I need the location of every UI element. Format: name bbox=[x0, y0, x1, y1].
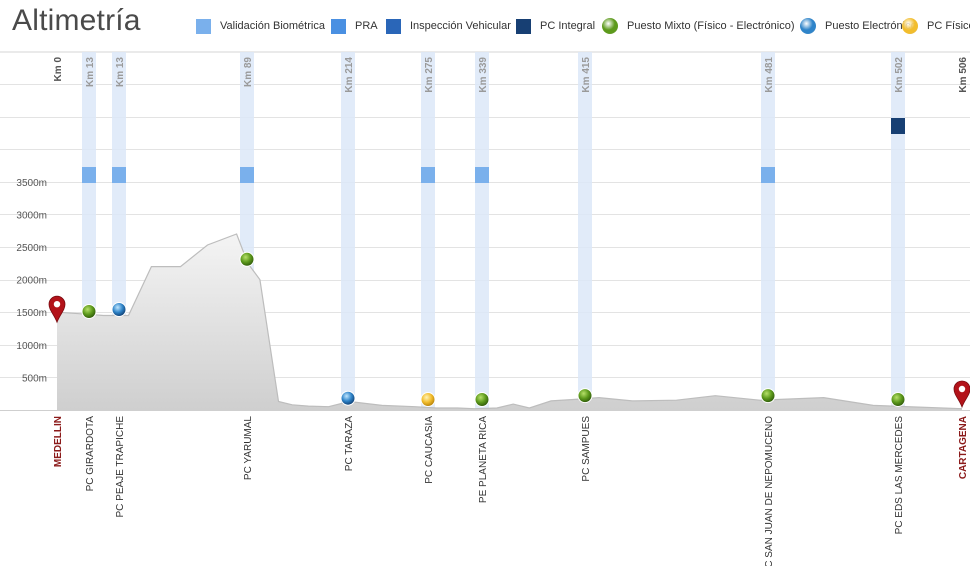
legend-item-validaci-n-biom-trica: Validación Biométrica bbox=[196, 16, 325, 36]
legend-square-icon bbox=[386, 18, 401, 34]
station-name-label: PC YARUMAL bbox=[243, 416, 254, 481]
service-marker-validaci-n-biom-trica bbox=[240, 167, 254, 183]
station-name-label: PC SAN JUAN DE NEPOMUCENO bbox=[764, 416, 775, 566]
pin-hole bbox=[53, 301, 61, 308]
service-marker-validaci-n-biom-trica bbox=[82, 167, 96, 183]
pin-shape bbox=[48, 295, 66, 324]
legend-item-pc-f-sico: PC Físico bbox=[902, 16, 970, 36]
km-label: Km 339 bbox=[478, 57, 489, 93]
station-band bbox=[891, 52, 905, 410]
service-markers bbox=[82, 118, 905, 183]
station-name-label: PC TARAZA bbox=[344, 416, 355, 472]
station-name-label: PC SAMPUES bbox=[581, 416, 592, 482]
y-tick-label: 3500m bbox=[16, 178, 47, 189]
km-label: Km 89 bbox=[243, 57, 254, 87]
station-marker-mixto-icon bbox=[474, 392, 490, 407]
elevation-fill bbox=[57, 234, 962, 410]
station-marker-mixto-icon bbox=[81, 304, 97, 319]
legend-circle-icon bbox=[602, 18, 618, 34]
station-labels: Km 0 MEDELLIN Km 13 PC GIRARDOTA Km 13 PC PEA… bbox=[53, 57, 969, 566]
station-name-label: PC CAUCASIA bbox=[424, 416, 435, 484]
page-title: Altimetría bbox=[12, 4, 141, 37]
station-name-label: PC PEAJE TRAPICHE bbox=[115, 416, 126, 518]
km-label: Km 13 bbox=[85, 57, 96, 87]
km-label: Km 502 bbox=[894, 57, 905, 93]
service-marker-validaci-n-biom-trica bbox=[112, 167, 126, 183]
station-band bbox=[475, 52, 489, 410]
y-tick-label: 1500m bbox=[16, 308, 47, 319]
station-marker-electronico-icon bbox=[340, 390, 356, 406]
station-band bbox=[341, 52, 355, 410]
legend-label: PC Integral bbox=[540, 20, 596, 32]
legend-label: PRA bbox=[355, 20, 378, 32]
legend-label: Puesto Mixto (Físico - Electrónico) bbox=[627, 20, 795, 32]
y-tick-label: 1000m bbox=[16, 341, 47, 352]
station-markers bbox=[48, 251, 970, 409]
station-band bbox=[421, 52, 435, 410]
legend-square-icon bbox=[516, 18, 531, 34]
location-pin-icon bbox=[953, 380, 970, 409]
km-label: Km 214 bbox=[344, 57, 355, 93]
y-tick-label: 2500m bbox=[16, 243, 47, 254]
station-band bbox=[578, 52, 592, 410]
station-marker-mixto-icon bbox=[890, 392, 906, 407]
service-marker-validaci-n-biom-trica bbox=[761, 167, 775, 183]
legend-item-pc-integral: PC Integral bbox=[516, 16, 595, 36]
station-name-label: CARTAGENA bbox=[958, 416, 969, 479]
legend-label: Inspección Vehicular bbox=[410, 20, 511, 32]
y-tick-label: 3000m bbox=[16, 210, 47, 221]
elevation-area bbox=[56, 233, 963, 410]
service-marker-validaci-n-biom-trica bbox=[421, 167, 435, 183]
legend-label: Puesto Electrónico bbox=[825, 20, 917, 32]
y-axis-ticks: 500m 1000m 1500m 2000m 2500m 3000m 3500m bbox=[16, 178, 47, 385]
station-marker-mixto-icon bbox=[239, 251, 255, 267]
service-marker-validaci-n-biom-trica bbox=[475, 167, 489, 183]
station-marker-electronico-icon bbox=[111, 302, 127, 317]
legend-item-puesto-electr-nico: Puesto Electrónico bbox=[800, 16, 917, 36]
y-tick-label: 500m bbox=[22, 373, 47, 384]
km-label: Km 13 bbox=[115, 57, 126, 87]
pin-shape bbox=[953, 380, 970, 409]
pin-hole bbox=[958, 385, 966, 393]
legend-square-icon bbox=[196, 18, 211, 34]
station-name-label: PC GIRARDOTA bbox=[85, 416, 96, 492]
km-label: Km 506 bbox=[958, 57, 969, 93]
km-label: Km 0 bbox=[53, 57, 64, 82]
location-pin-icon bbox=[48, 295, 66, 324]
station-name-label: PE PLANETA RICA bbox=[478, 416, 489, 503]
station-band bbox=[761, 52, 775, 410]
km-label: Km 415 bbox=[581, 57, 592, 93]
station-marker-mixto-icon bbox=[577, 388, 593, 404]
station-marker-mixto-icon bbox=[760, 388, 776, 404]
legend-square-icon bbox=[331, 18, 346, 34]
legend-label: Validación Biométrica bbox=[220, 20, 325, 32]
legend-item-inspecci-n-vehicular: Inspección Vehicular bbox=[386, 16, 511, 36]
station-marker-fisico-icon bbox=[420, 392, 436, 407]
legend-circle-icon bbox=[902, 18, 918, 34]
legend-item-puesto-mixto-f-sico-electr-nico: Puesto Mixto (Físico - Electrónico) bbox=[602, 16, 795, 36]
km-label: Km 275 bbox=[424, 57, 435, 93]
km-label: Km 481 bbox=[764, 57, 775, 93]
elevation-line bbox=[56, 233, 963, 410]
y-tick-label: 2000m bbox=[16, 276, 47, 287]
station-name-label: PC EDS LAS MERCEDES bbox=[894, 416, 905, 535]
station-name-label: MEDELLIN bbox=[53, 416, 64, 467]
service-marker-pc-integral bbox=[891, 118, 905, 134]
legend-label: PC Físico bbox=[927, 20, 970, 32]
legend-item-pra: PRA bbox=[331, 16, 378, 36]
legend-circle-icon bbox=[800, 18, 816, 34]
